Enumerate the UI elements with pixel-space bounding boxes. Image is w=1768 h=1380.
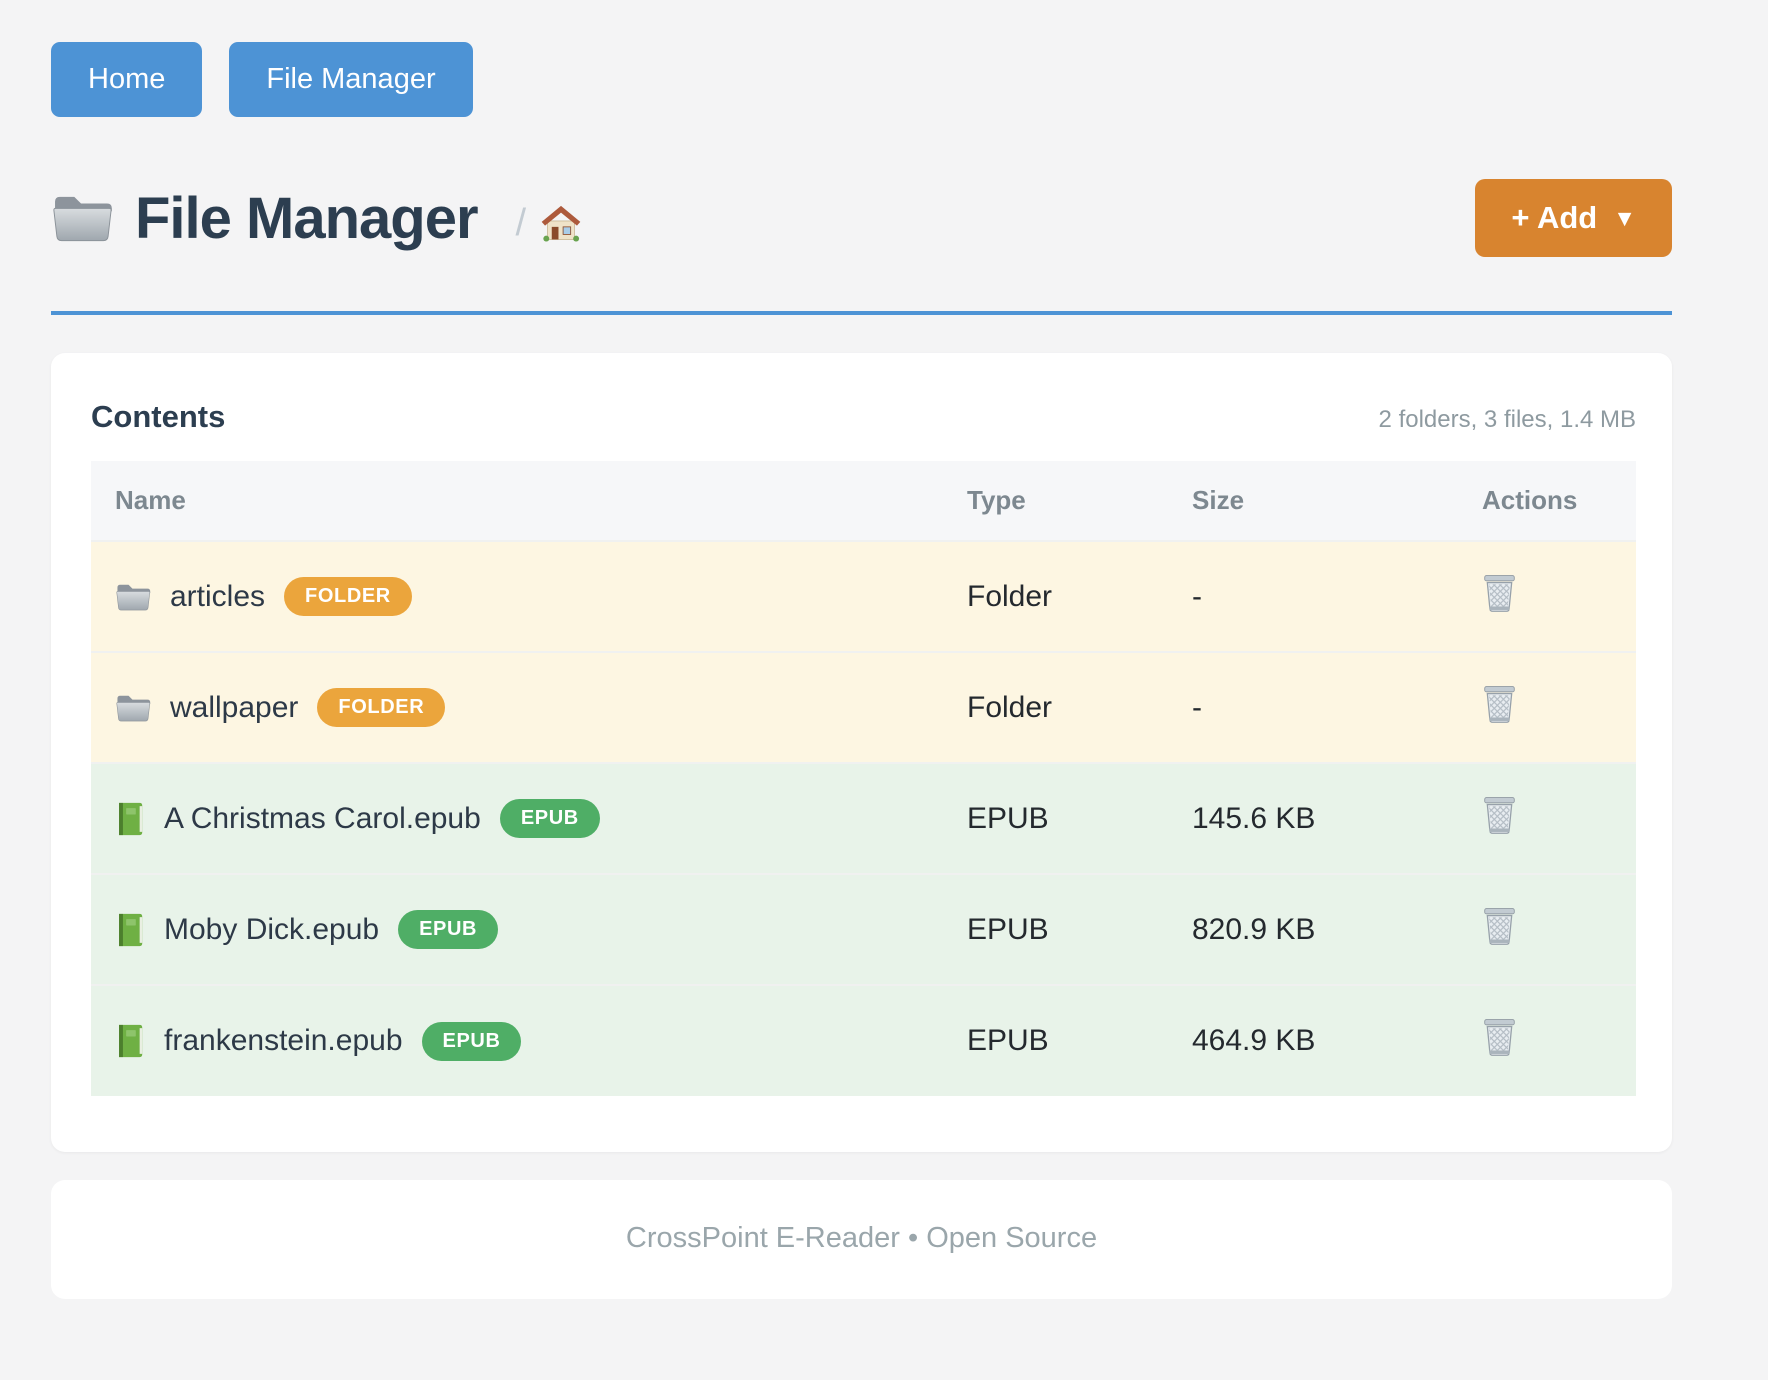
- delete-button[interactable]: [1482, 573, 1517, 613]
- file-name[interactable]: A Christmas Carol.epub: [164, 801, 481, 835]
- green-book-icon: [115, 1023, 145, 1059]
- green-book-icon: [115, 801, 145, 837]
- page: Home File Manager File Manager /: [51, 42, 1672, 1299]
- folder-badge: FOLDER: [317, 688, 446, 727]
- table-row-articles[interactable]: articles FOLDER Folder -: [91, 540, 1636, 652]
- type-cell: EPUB: [943, 873, 1168, 985]
- title-wrap: File Manager /: [51, 185, 582, 252]
- chevron-down-icon: ▼: [1613, 204, 1636, 231]
- table-row-wallpaper[interactable]: wallpaper FOLDER Folder -: [91, 651, 1636, 763]
- table-header-row: Name Type Size Actions: [91, 461, 1636, 541]
- delete-button[interactable]: [1482, 684, 1517, 724]
- table-row-frankenstein[interactable]: frankenstein.epub EPUB EPUB 464.9 KB: [91, 984, 1636, 1096]
- home-button[interactable]: Home: [51, 42, 203, 117]
- size-cell: 145.6 KB: [1168, 762, 1458, 874]
- type-cell: Folder: [943, 540, 1168, 652]
- file-name[interactable]: articles: [170, 579, 266, 613]
- breadcrumb-separator: /: [515, 201, 527, 244]
- page-header: File Manager / + Add ▼: [51, 179, 1672, 257]
- wastebasket-icon: [1482, 573, 1517, 613]
- folder-badge: FOLDER: [284, 577, 412, 616]
- title-divider: [51, 311, 1672, 315]
- size-cell: -: [1168, 540, 1458, 652]
- house-icon[interactable]: [540, 204, 582, 243]
- folder-icon: [115, 693, 151, 723]
- epub-badge: EPUB: [421, 1021, 522, 1061]
- size-cell: 464.9 KB: [1168, 984, 1458, 1096]
- actions-column-header: Actions: [1482, 485, 1578, 515]
- type-cell: Folder: [943, 651, 1168, 763]
- file-name[interactable]: frankenstein.epub: [164, 1024, 403, 1057]
- type-cell: EPUB: [943, 762, 1168, 874]
- name-column-header: Name: [115, 485, 186, 515]
- table-row-christmas-carol[interactable]: A Christmas Carol.epub EPUB EPUB 145.6 K…: [91, 762, 1636, 874]
- contents-title: Contents: [91, 399, 226, 434]
- epub-badge: EPUB: [499, 799, 600, 838]
- green-book-icon: [115, 912, 145, 948]
- folder-icon: [115, 582, 151, 612]
- epub-badge: EPUB: [398, 910, 499, 949]
- wastebasket-icon: [1482, 1017, 1517, 1057]
- delete-button[interactable]: [1482, 1017, 1517, 1057]
- file-name[interactable]: Moby Dick.epub: [164, 912, 380, 946]
- wastebasket-icon: [1482, 795, 1517, 835]
- size-column-header: Size: [1192, 485, 1245, 515]
- wastebasket-icon: [1482, 684, 1517, 724]
- delete-button[interactable]: [1482, 795, 1517, 835]
- delete-button[interactable]: [1482, 906, 1517, 946]
- folder-icon: [51, 192, 113, 244]
- footer-text: CrossPoint E-Reader • Open Source: [625, 1222, 1098, 1254]
- page-title: File Manager: [135, 185, 479, 251]
- type-cell: EPUB: [943, 984, 1168, 1096]
- table-row-moby-dick[interactable]: Moby Dick.epub EPUB EPUB 820.9 KB: [91, 873, 1636, 985]
- top-navigation: Home File Manager: [51, 42, 1672, 117]
- contents-card-header: Contents 2 folders, 3 files, 1.4 MB: [91, 399, 1636, 435]
- size-cell: 820.9 KB: [1168, 873, 1458, 985]
- footer: CrossPoint E-Reader • Open Source: [51, 1180, 1672, 1299]
- contents-card: Contents 2 folders, 3 files, 1.4 MB Name…: [51, 353, 1672, 1152]
- add-button-label: + Add: [1511, 200, 1598, 235]
- type-column-header: Type: [967, 485, 1026, 515]
- size-cell: -: [1168, 651, 1458, 763]
- wastebasket-icon: [1482, 906, 1517, 946]
- add-button[interactable]: + Add ▼: [1475, 179, 1672, 257]
- contents-summary: 2 folders, 3 files, 1.4 MB: [1378, 406, 1636, 433]
- breadcrumb: /: [516, 202, 583, 245]
- file-table: Name Type Size Actions: [91, 461, 1636, 1096]
- file-manager-button[interactable]: File Manager: [229, 42, 473, 117]
- file-name[interactable]: wallpaper: [170, 690, 299, 724]
